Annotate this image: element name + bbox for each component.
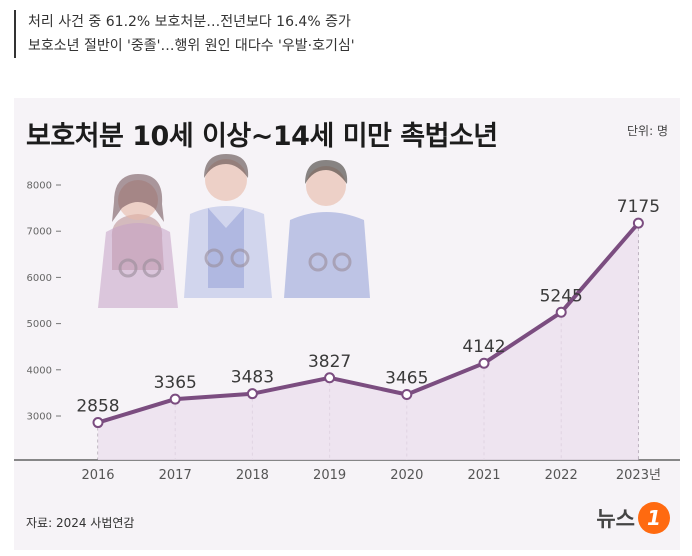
data-point (478, 357, 490, 369)
headline-list: 처리 사건 중 61.2% 보호처분…전년보다 16.4% 증가 보호소년 절반… (14, 10, 355, 58)
series-line (97, 221, 640, 425)
x-tick-label: 2020 (390, 468, 423, 483)
data-label: 2858 (76, 397, 119, 417)
data-point (246, 388, 258, 400)
x-tick-label: 2019 (313, 468, 346, 483)
y-axis: 3000 4000 5000 6000 7000 8000 (27, 181, 61, 423)
data-label: 5245 (540, 286, 583, 306)
infographic-card: 3000 4000 5000 6000 7000 8000 2858 3365 3483 382… (14, 98, 680, 550)
chart-canvas: 3000 4000 5000 6000 7000 8000 2858 3365 3483 382… (14, 154, 680, 483)
data-point (632, 217, 644, 229)
data-point (324, 372, 336, 384)
data-point (555, 306, 567, 318)
data-point (92, 417, 104, 429)
x-tick-label: 2018 (236, 468, 269, 483)
data-label: 3483 (231, 368, 274, 388)
data-labels: 2858 3365 3483 3827 3465 4142 5245 7175 (76, 197, 660, 416)
students-illustration (98, 154, 370, 308)
data-label: 7175 (617, 197, 660, 217)
data-label: 4142 (462, 337, 505, 357)
news1-logo[interactable]: 뉴스 1 (596, 502, 670, 534)
x-tick-label: 2022 (545, 468, 578, 483)
data-label: 3827 (308, 352, 351, 372)
y-tick-label: 3000 (27, 412, 52, 423)
data-label: 3365 (154, 373, 197, 393)
x-tick-label: 2023년 (616, 468, 661, 483)
y-tick-label: 7000 (27, 227, 52, 238)
x-tick-label: 2017 (159, 468, 192, 483)
area-fill (98, 223, 639, 460)
data-point (401, 389, 413, 401)
source-note: 자료: 2024 사법연감 (26, 516, 135, 530)
x-tick-label: 2021 (467, 468, 500, 483)
logo-text: 뉴스 (596, 507, 635, 531)
logo-mark-icon: 1 (638, 502, 670, 534)
y-tick-label: 4000 (27, 365, 52, 376)
chart-title: 보호처분 10세 이상~14세 미만 촉법소년 (26, 121, 498, 152)
headline-2[interactable]: 보호소년 절반이 '중졸'…행위 원인 대다수 '우발·호기심' (28, 38, 355, 54)
y-tick-label: 5000 (27, 319, 52, 330)
x-axis: 2016 2017 2018 2019 2020 2021 2022 2023년 (81, 468, 660, 483)
unit-label: 단위: 명 (627, 124, 668, 138)
y-tick-label: 8000 (27, 181, 52, 192)
headline-1[interactable]: 처리 사건 중 61.2% 보호처분…전년보다 16.4% 증가 (28, 14, 351, 30)
data-points (92, 217, 644, 429)
y-tick-label: 6000 (27, 273, 52, 284)
data-point (169, 393, 181, 405)
x-tick-label: 2016 (81, 468, 114, 483)
data-label: 3465 (385, 369, 428, 389)
